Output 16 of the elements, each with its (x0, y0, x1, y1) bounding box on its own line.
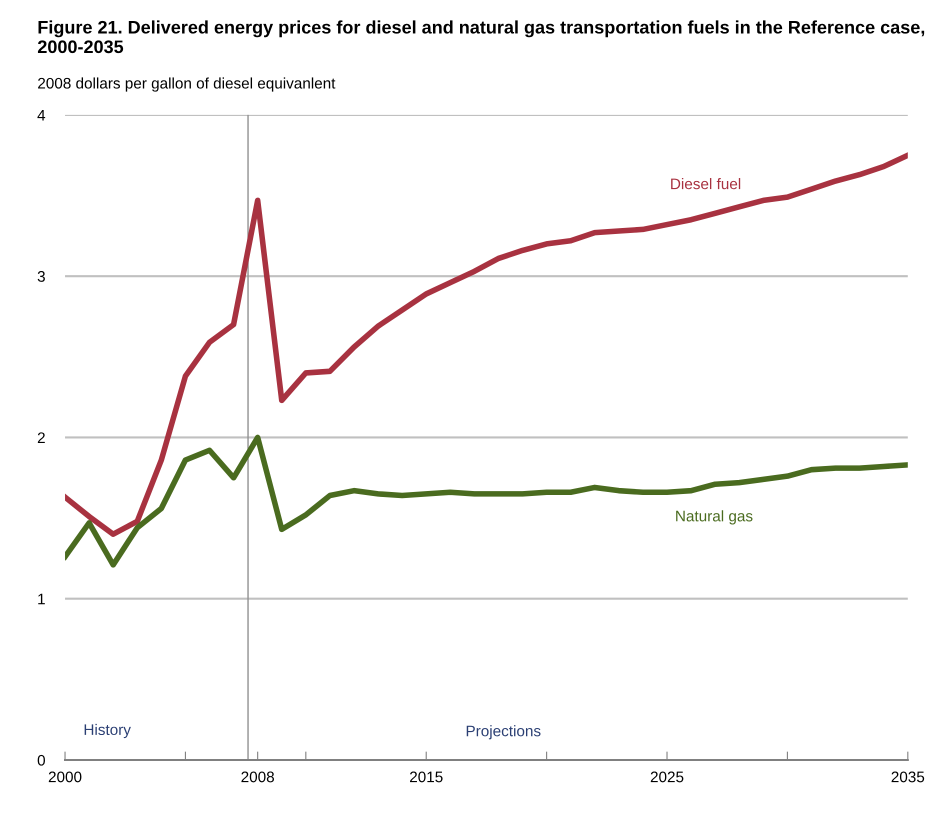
y-tick-label: 1 (38, 594, 45, 604)
x-tick-label: 2035 (892, 772, 924, 782)
x-tick-label: 2025 (650, 772, 684, 782)
y-tick-label: 2 (38, 432, 45, 443)
y-tick-label: 3 (38, 271, 45, 282)
x-tick-label: 2015 (410, 772, 443, 782)
annotation: History (84, 724, 131, 738)
chart-title: Figure 21. Delivered energy prices for diesel and natural gas transportation fuels in the Reference case, 2000-2035 (38, 20, 924, 54)
y-tick-label: 0 (38, 754, 45, 766)
chart-subtitle: 2008 dollars per gallon of diesel equivanlent (38, 77, 336, 92)
annotation: Projections (466, 725, 541, 740)
y-tick-label: 4 (37, 110, 46, 120)
x-tick-label: 2008 (241, 772, 274, 782)
x-tick-label: 2000 (48, 772, 82, 782)
series-label: Diesel fuel (671, 178, 740, 190)
series-label: Natural gas (676, 510, 752, 524)
